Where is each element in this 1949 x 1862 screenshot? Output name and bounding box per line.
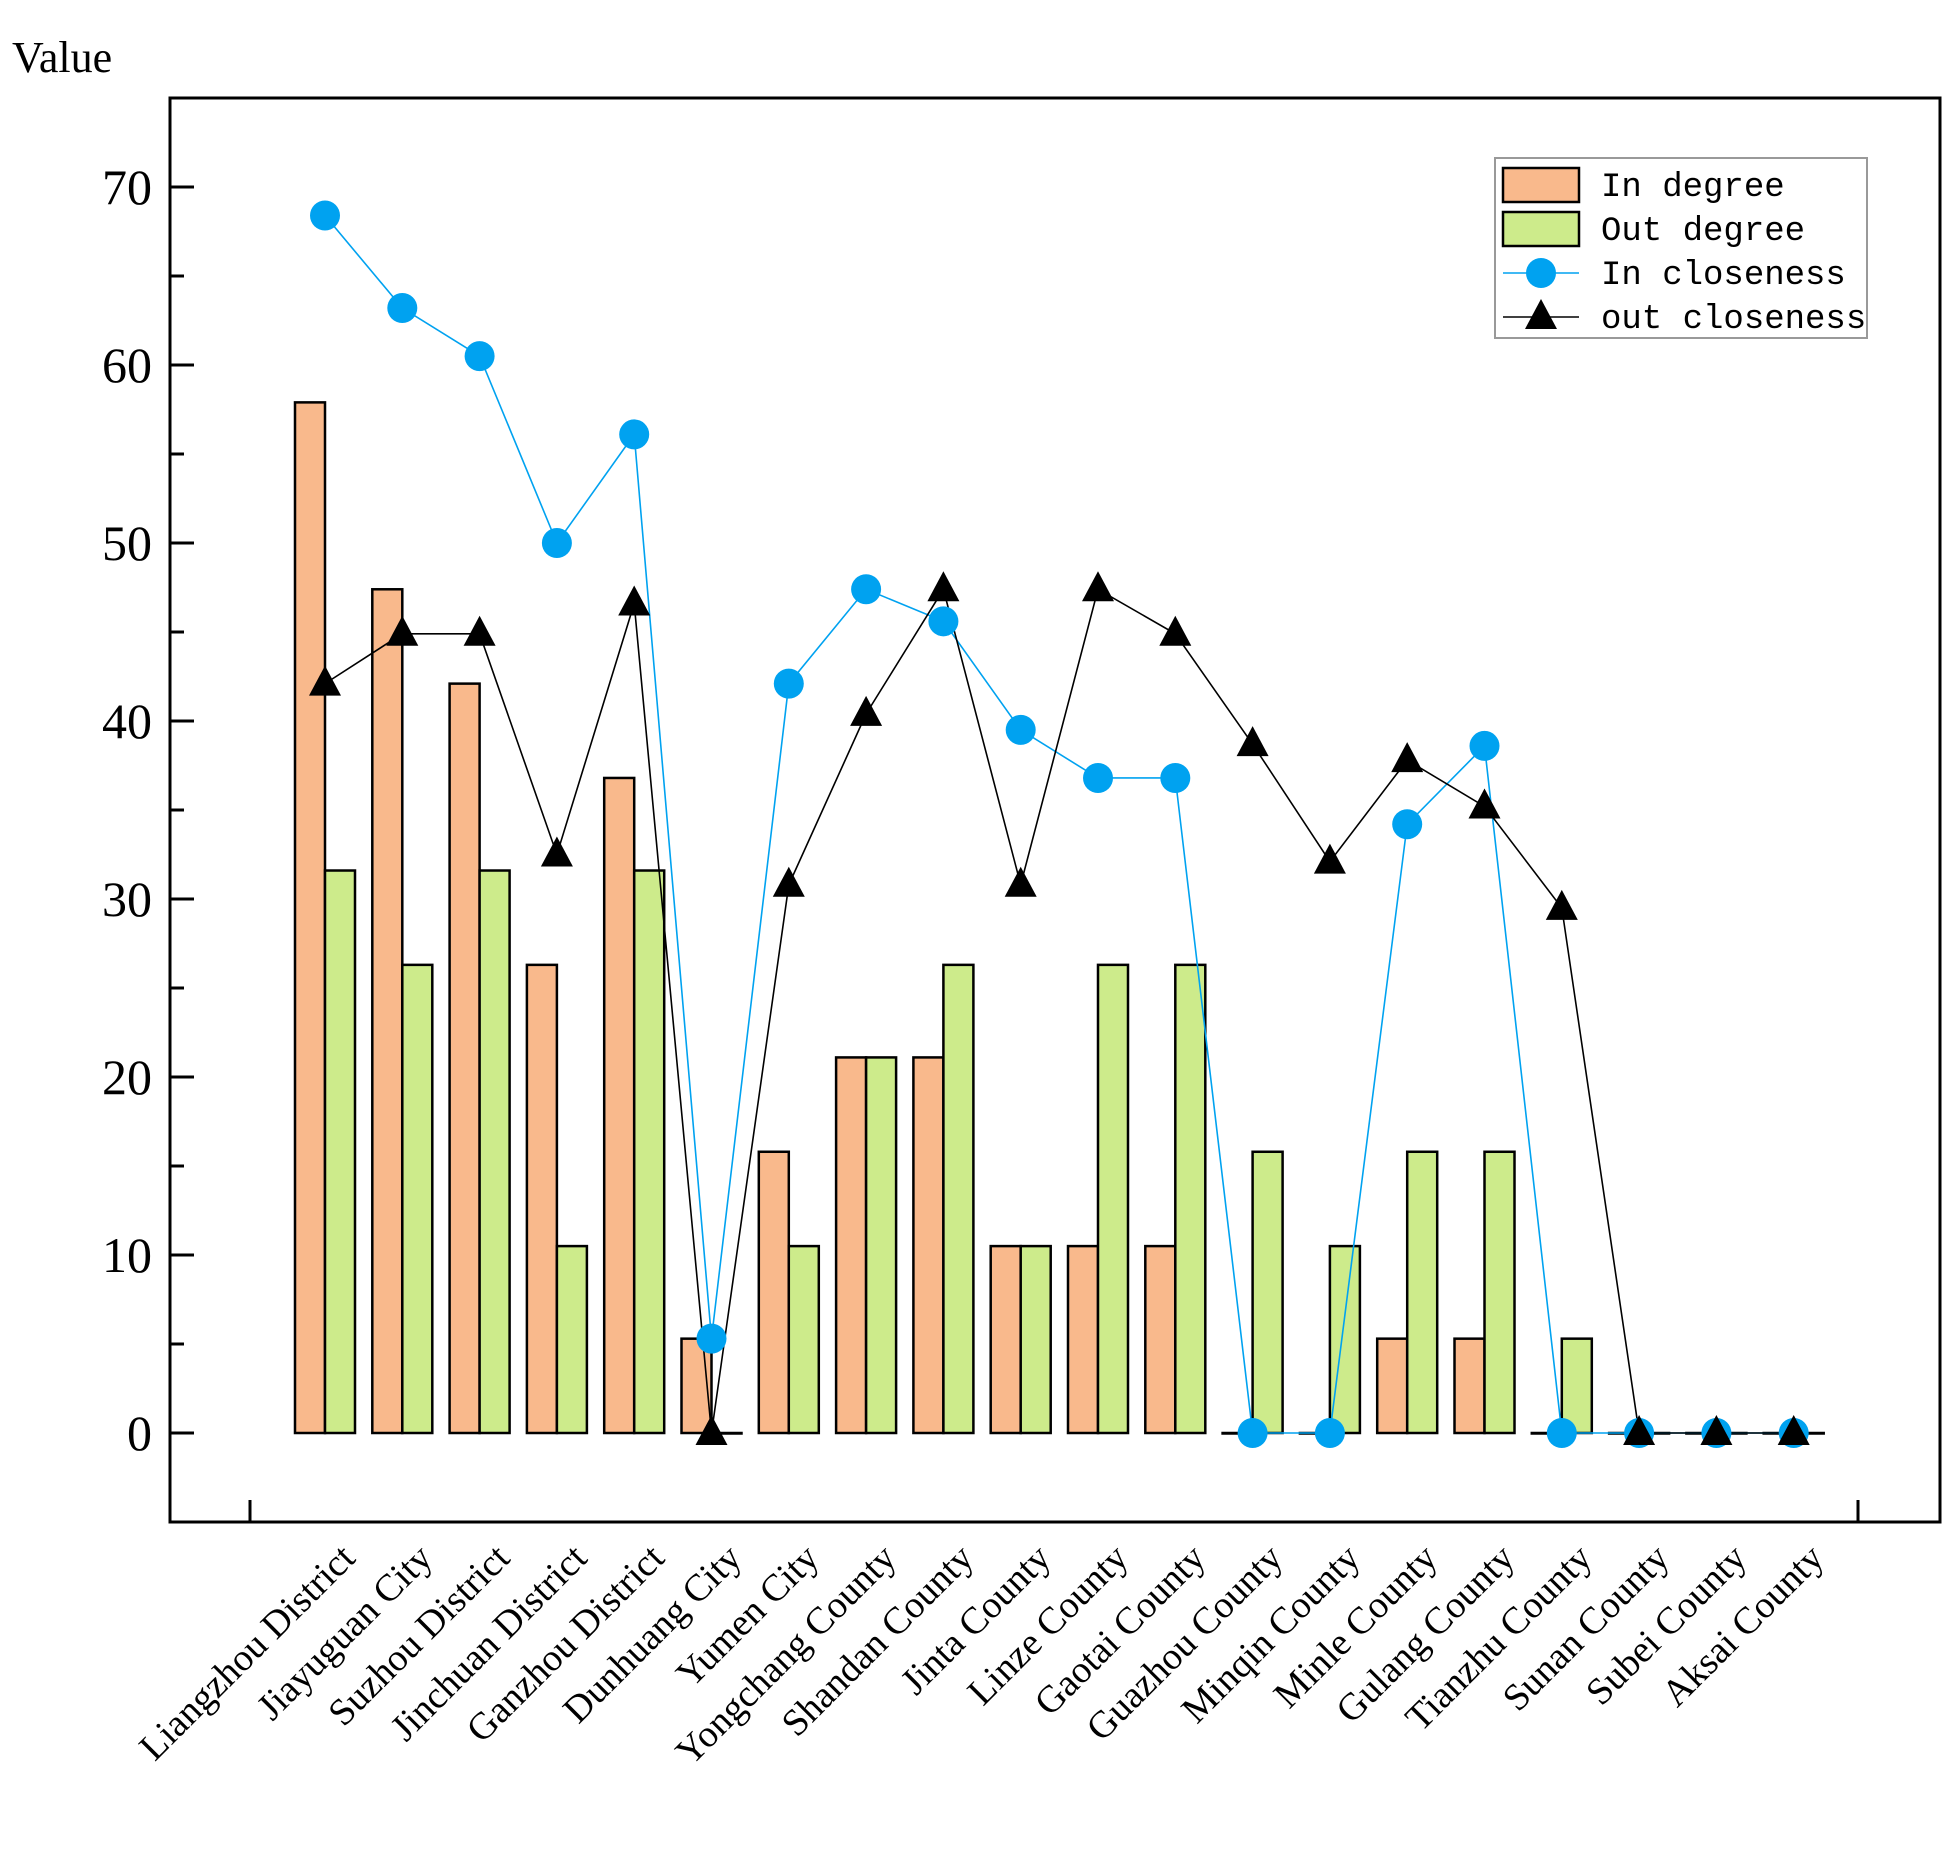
in-closeness-point — [696, 1323, 727, 1354]
in-closeness-point — [310, 200, 340, 231]
y-tick-label: 60 — [102, 337, 152, 393]
bar-in-degree — [912, 1056, 945, 1435]
bar-in-degree — [293, 401, 327, 1435]
out-closeness-point — [927, 571, 960, 602]
bar-out-degree — [478, 869, 511, 1435]
bar-out-degree — [1251, 1150, 1284, 1435]
in-closeness-point — [1392, 809, 1423, 840]
out-closeness-point — [1545, 889, 1578, 920]
bar-out-degree — [1483, 1150, 1516, 1435]
legend-label: In degree — [1601, 169, 1785, 207]
bar-in-degree — [757, 1150, 791, 1435]
out-closeness-line — [324, 587, 1794, 1434]
legend-swatch-out-degree — [1501, 210, 1581, 248]
out-closeness-point — [386, 615, 419, 646]
y-tick-label: 50 — [102, 515, 152, 571]
bar-out-degree — [1096, 963, 1130, 1435]
in-closeness-point — [387, 293, 418, 324]
out-closeness-point — [1468, 788, 1501, 819]
bar-in-degree — [1453, 1337, 1486, 1435]
legend-label: Out degree — [1601, 213, 1805, 251]
y-tick-label: 20 — [102, 1049, 152, 1105]
bar-in-degree — [371, 588, 404, 1435]
out-closeness-point — [1082, 571, 1114, 602]
bar-out-degree — [942, 963, 975, 1435]
legend-marker-out-closeness — [1525, 299, 1557, 329]
y-axis: 0 10 20 30 40 50 60 70 — [102, 159, 194, 1461]
y-tick-label: 40 — [102, 693, 152, 749]
bars — [293, 401, 1825, 1435]
lines — [309, 200, 1810, 1448]
out-closeness-point — [1004, 866, 1037, 897]
y-tick-label: 10 — [102, 1227, 152, 1283]
out-closeness-point — [1777, 1415, 1810, 1445]
bar-out-degree — [1328, 1244, 1362, 1435]
bar-in-degree — [1144, 1244, 1177, 1435]
out-closeness-point — [1391, 742, 1424, 773]
in-closeness-point — [1005, 714, 1036, 745]
in-closeness-point — [1160, 762, 1191, 793]
in-closeness-point — [541, 528, 572, 558]
legend: In degree Out degree In closeness out close… — [1494, 157, 1868, 339]
out-closeness-point — [1700, 1415, 1733, 1445]
in-closeness-point — [773, 668, 804, 699]
out-closeness-point — [1159, 615, 1192, 646]
in-closeness-point — [1314, 1418, 1345, 1448]
legend-label: out closeness — [1601, 301, 1866, 339]
bar-in-degree — [602, 776, 636, 1435]
out-closeness-point — [540, 836, 573, 867]
in-closeness-point — [851, 574, 882, 605]
in-closeness-point — [619, 419, 650, 450]
bar-out-degree — [1560, 1337, 1594, 1435]
out-closeness-point — [772, 866, 805, 897]
bar-out-degree — [1019, 1244, 1052, 1435]
bar-in-degree — [1375, 1337, 1409, 1435]
in-closeness-point — [1237, 1418, 1268, 1448]
legend-label: In closeness — [1601, 257, 1846, 295]
in-closeness-point — [1083, 762, 1113, 793]
y-axis-label: Value — [12, 33, 112, 82]
y-tick-label: 70 — [102, 159, 152, 215]
legend-swatch-in-degree — [1501, 166, 1581, 204]
in-closeness-point — [464, 341, 495, 372]
legend-marker-in-closeness — [1526, 258, 1556, 288]
bar-out-degree — [632, 869, 666, 1435]
y-tick-label: 30 — [102, 871, 152, 927]
out-closeness-point — [309, 665, 341, 696]
out-closeness-point — [1623, 1415, 1656, 1445]
out-closeness-point — [695, 1415, 728, 1445]
bar-in-degree — [525, 963, 559, 1435]
y-tick-label: 0 — [127, 1405, 152, 1461]
bar-out-degree — [864, 1056, 898, 1435]
in-closeness-point — [1469, 730, 1500, 761]
bar-in-degree — [989, 1244, 1022, 1435]
bar-out-degree — [401, 963, 434, 1435]
out-closeness-point — [850, 695, 883, 726]
bar-out-degree — [1174, 963, 1207, 1435]
bar-in-degree — [834, 1056, 868, 1435]
in-closeness-point — [928, 606, 959, 637]
out-closeness-point — [618, 585, 651, 616]
out-closeness-point — [463, 615, 496, 646]
bar-out-degree — [555, 1244, 589, 1435]
in-closeness-line — [324, 214, 1794, 1434]
bar-in-degree — [448, 682, 481, 1435]
out-closeness-point — [1313, 843, 1346, 874]
out-closeness-point — [1236, 726, 1269, 757]
bar-out-degree — [1405, 1150, 1439, 1435]
bar-in-degree — [1066, 1244, 1100, 1435]
bar-out-degree — [323, 869, 357, 1435]
in-closeness-point — [1546, 1418, 1577, 1448]
bar-out-degree — [787, 1244, 821, 1435]
